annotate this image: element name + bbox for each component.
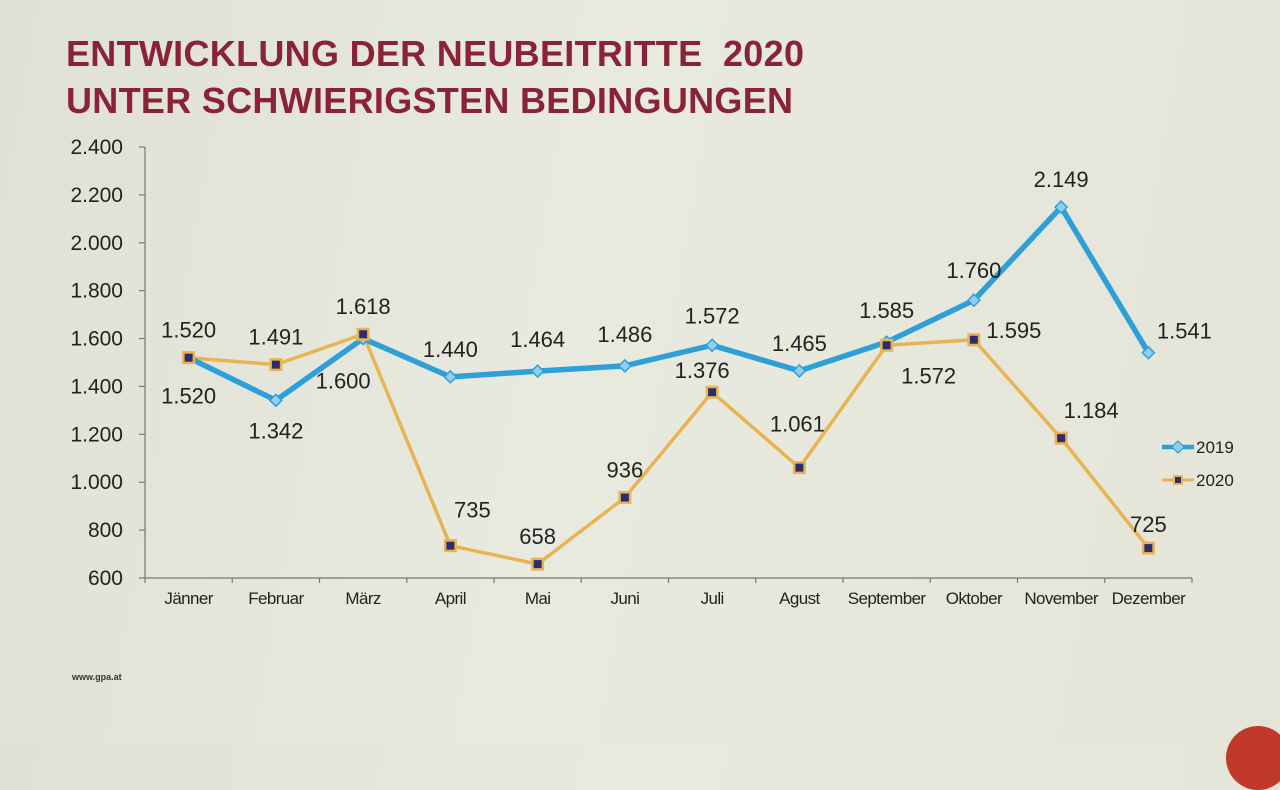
x-tick-label: Juli	[701, 589, 724, 608]
point-2020	[359, 330, 368, 339]
data-label-2019: 1.541	[1157, 319, 1212, 344]
data-label-2020: 1.376	[675, 358, 730, 383]
data-label-2020: 936	[607, 458, 644, 483]
corner-badge	[1226, 726, 1280, 790]
y-tick-label: 1.800	[70, 280, 123, 303]
line-chart: 600 800 1.000 1.200 1.400 1.600 1.800 2.000 2.20…	[70, 136, 1234, 608]
point-2020	[271, 360, 280, 369]
data-label-2020: 1.572	[901, 363, 956, 388]
y-tick-label: 600	[88, 567, 123, 590]
data-label-2019: 1.464	[510, 327, 565, 352]
legend: 2019 2020	[1162, 438, 1234, 490]
point-2020	[446, 541, 455, 550]
x-tick-label: Februar	[248, 589, 304, 608]
point-2019	[792, 363, 807, 378]
chart-title: ENTWICKLUNG DER NEUBEITRITTE 2020 UNTER …	[66, 30, 804, 124]
point-2019	[966, 293, 981, 308]
y-tick-label: 1.200	[70, 423, 123, 446]
data-label-2020: 658	[519, 524, 556, 549]
series-line-2019	[187, 204, 1151, 404]
point-2019	[530, 364, 545, 379]
footer-url: www.gpa.at	[72, 672, 122, 682]
legend-label-2019: 2019	[1196, 438, 1234, 457]
data-label-2019: 1.342	[248, 418, 303, 443]
y-tick-label: 1.000	[70, 471, 123, 494]
data-label-2020: 1.184	[1064, 398, 1119, 423]
data-label-2020: 725	[1130, 512, 1167, 537]
title-line-2: UNTER SCHWIERIGSTEN BEDINGUNGEN	[66, 80, 794, 121]
x-tick-label: Agust	[779, 589, 820, 608]
x-tick-label: Oktober	[946, 589, 1003, 608]
data-label-2020: 1.061	[770, 412, 825, 437]
point-2020	[533, 560, 542, 569]
x-tick-label: November	[1024, 589, 1099, 608]
axes: 600 800 1.000 1.200 1.400 1.600 1.800 2.000 2.20…	[70, 136, 1193, 608]
data-label-2019: 1.760	[946, 258, 1001, 283]
x-tick-label: September	[848, 589, 927, 608]
point-2019	[268, 393, 283, 408]
data-label-2019: 1.572	[685, 303, 740, 328]
data-label-2020: 1.618	[336, 294, 391, 319]
data-label-2019: 1.600	[316, 369, 371, 394]
data-label-2020: 1.595	[986, 318, 1041, 343]
x-tick-label: Mai	[525, 589, 551, 608]
data-label-2019: 1.585	[859, 298, 914, 323]
y-tick-label: 1.600	[70, 328, 123, 351]
data-label-2019: 1.520	[161, 384, 216, 409]
data-label-2019: 1.440	[423, 337, 478, 362]
x-tick-label: Juni	[610, 589, 639, 608]
data-label-2020: 1.491	[248, 325, 303, 350]
x-tick-label: April	[435, 589, 466, 608]
y-tick-label: 2.000	[70, 232, 123, 255]
legend-label-2020: 2020	[1196, 471, 1234, 490]
point-2019	[705, 338, 720, 353]
x-tick-label: März	[345, 589, 380, 608]
point-2020	[969, 335, 978, 344]
point-2020	[620, 493, 629, 502]
data-label-2019: 2.149	[1034, 167, 1089, 192]
data-labels: 1.520 1.342 1.600 1.440 1.464 1.486 1.572 1.465…	[161, 167, 1212, 549]
series-lines	[187, 204, 1151, 566]
point-2020	[882, 341, 891, 350]
data-label-2019: 1.465	[772, 331, 827, 356]
y-tick-label: 2.400	[70, 136, 123, 159]
data-label-2019: 1.486	[597, 322, 652, 347]
y-tick-label: 800	[88, 519, 123, 542]
point-2020	[1057, 434, 1066, 443]
legend-swatch-2020-marker	[1175, 477, 1181, 483]
series-markers	[181, 200, 1156, 571]
legend-swatch-2019-marker	[1171, 440, 1185, 454]
point-2020	[708, 388, 717, 397]
point-2019	[617, 358, 632, 373]
data-label-2020: 735	[454, 498, 491, 523]
y-tick-label: 2.200	[70, 184, 123, 207]
point-2019	[1141, 345, 1156, 360]
data-label-2020: 1.520	[161, 318, 216, 343]
point-2019	[1054, 200, 1069, 215]
point-2020	[1144, 544, 1153, 553]
series-line-2020	[188, 332, 1150, 566]
x-tick-label: Jänner	[164, 589, 213, 608]
point-2019	[443, 369, 458, 384]
point-2020	[184, 353, 193, 362]
x-tick-label: Dezember	[1112, 589, 1187, 608]
title-line-1: ENTWICKLUNG DER NEUBEITRITTE 2020	[66, 33, 805, 74]
y-tick-label: 1.400	[70, 375, 123, 398]
point-2020	[795, 463, 804, 472]
